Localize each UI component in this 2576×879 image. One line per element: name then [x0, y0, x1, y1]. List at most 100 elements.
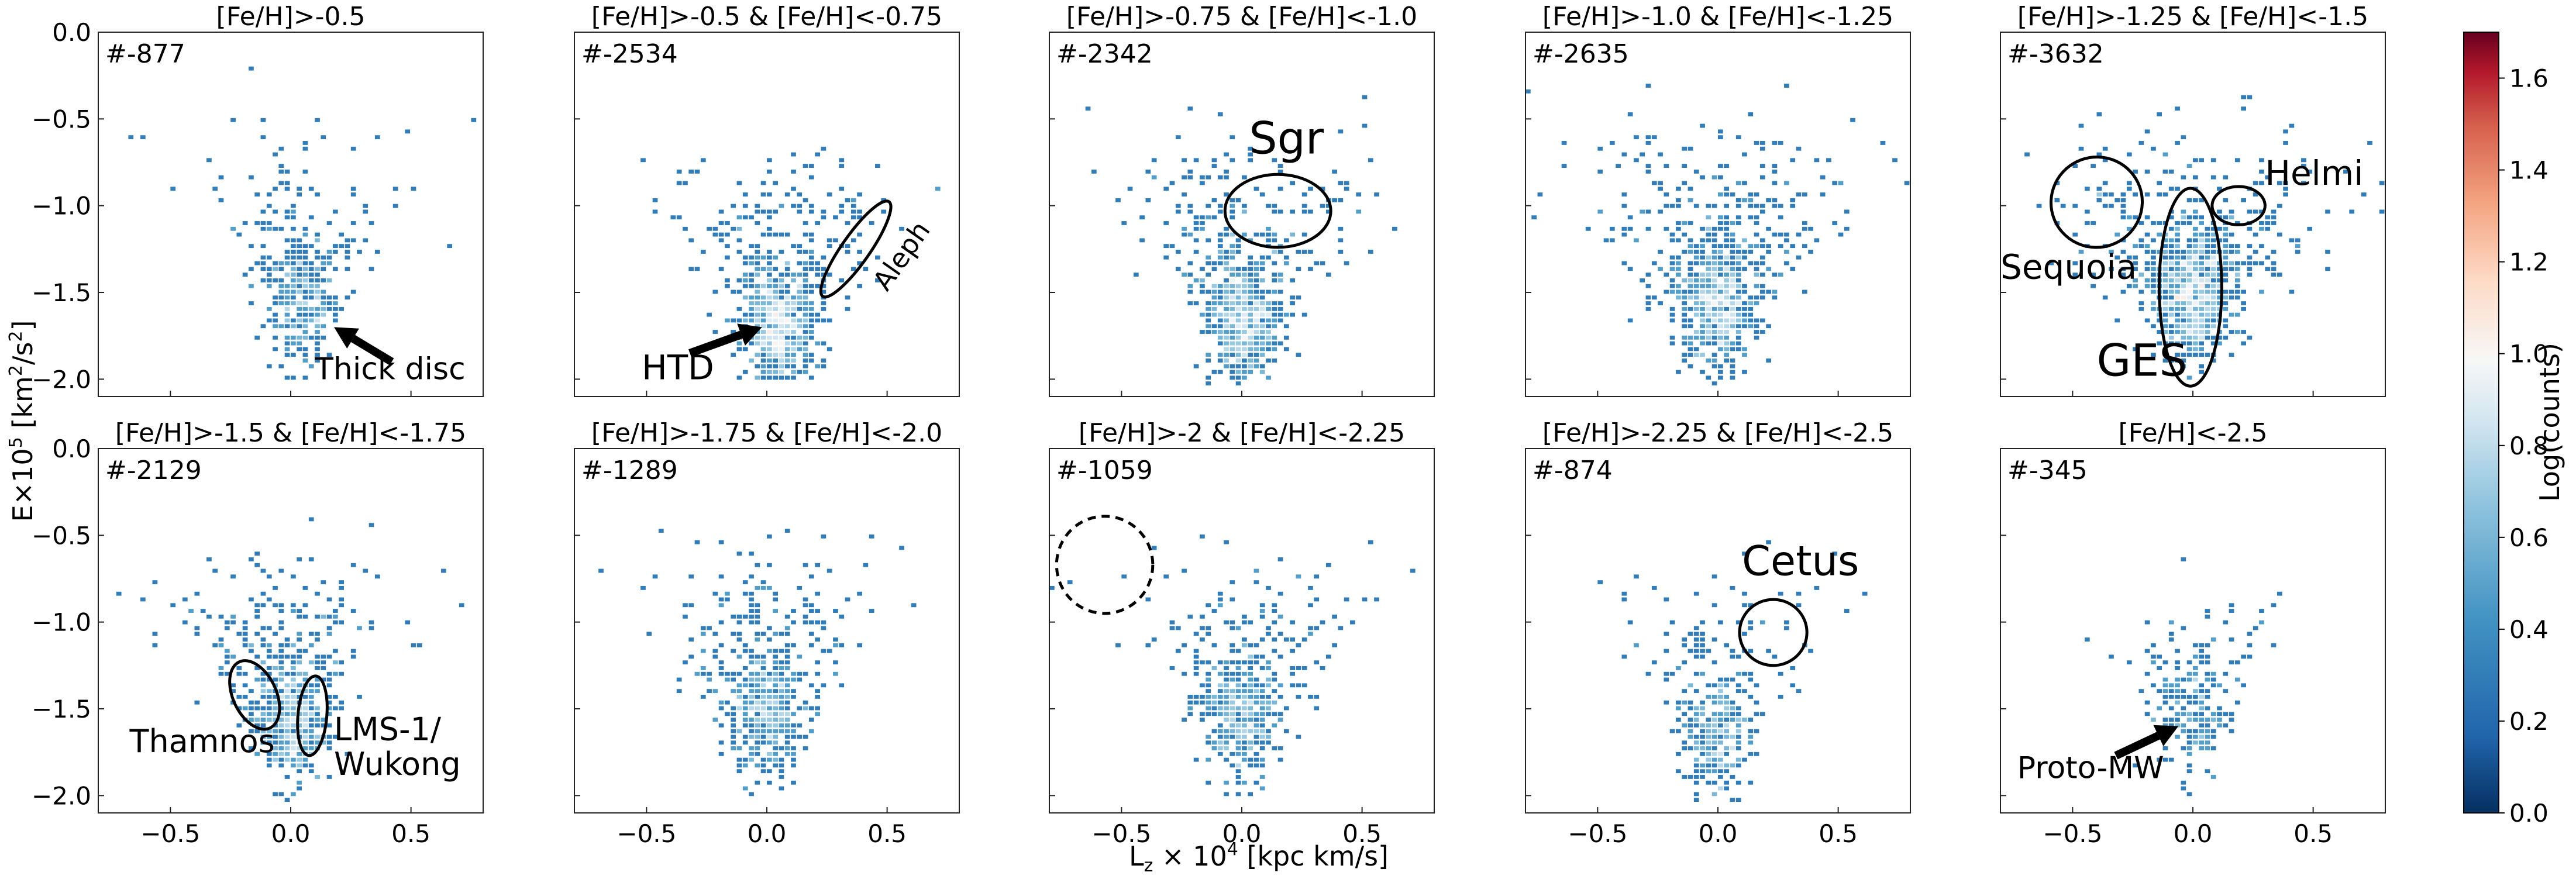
heatmap-cell [1676, 261, 1681, 266]
heatmap-cell [1664, 226, 1669, 231]
heatmap-cell [242, 221, 248, 225]
heatmap-cell [1718, 370, 1723, 374]
heatmap-cell [1700, 324, 1705, 329]
heatmap-cell [755, 603, 760, 608]
heatmap-cell [230, 654, 236, 659]
heatmap-cell [194, 626, 200, 630]
heatmap-cell [302, 232, 308, 237]
heatmap-cell [1308, 187, 1313, 191]
heatmap-cell [1711, 603, 1717, 608]
heatmap-cell [1693, 792, 1699, 797]
heatmap-cell [2247, 95, 2253, 99]
heatmap-cell [736, 683, 742, 688]
heatmap-cell [1645, 301, 1651, 305]
panel-6: [Fe/H]>-1.5 & [Fe/H]<-1.75#-21290.0−0.5−… [32, 418, 484, 848]
heatmap-cell [2223, 244, 2229, 249]
heatmap-cell [2205, 226, 2210, 231]
heatmap-cell [254, 551, 260, 556]
heatmap-cell [773, 677, 779, 682]
heatmap-cell [1796, 591, 1802, 596]
heatmap-cell [1235, 723, 1241, 728]
heatmap-cell [278, 706, 284, 711]
heatmap-cell [767, 637, 772, 642]
heatmap-cell [1561, 141, 1567, 145]
heatmap-cell [833, 660, 838, 665]
heatmap-cell [2247, 226, 2253, 231]
heatmap-cell [2186, 729, 2192, 733]
heatmap-cell [2210, 250, 2216, 254]
heatmap-cell [2247, 255, 2253, 260]
heatmap-cell [1711, 740, 1717, 745]
heatmap-cell [2199, 158, 2205, 163]
heatmap-cell [326, 683, 332, 688]
heatmap-cell [1235, 250, 1241, 254]
heatmap-cell [339, 306, 344, 311]
heatmap-cell [2205, 353, 2210, 357]
heatmap-cell [767, 780, 772, 785]
heatmap-cell [808, 375, 814, 380]
heatmap-cell [2205, 735, 2210, 739]
heatmap-cell [1790, 198, 1796, 202]
heatmap-cell [1711, 278, 1717, 282]
heatmap-cell [116, 591, 122, 596]
heatmap-cell [2205, 689, 2210, 694]
heatmap-cell [755, 324, 760, 329]
heatmap-cell [1242, 620, 1247, 625]
heatmap-cell [326, 740, 332, 745]
heatmap-cell [670, 215, 676, 220]
heatmap-cell [1230, 353, 1235, 357]
heatmap-cell [1374, 192, 1379, 197]
heatmap-cell [725, 591, 730, 596]
heatmap-cell [1242, 370, 1247, 374]
heatmap-cell [2151, 238, 2156, 243]
heatmap-cell [1211, 267, 1217, 271]
heatmap-cell [2247, 261, 2253, 266]
heatmap-cell [1724, 353, 1730, 357]
heatmap-cell [2229, 637, 2234, 642]
heatmap-cell [2186, 763, 2192, 768]
heatmap-cell [260, 712, 266, 716]
heatmap-cell [273, 752, 278, 756]
heatmap-cell [1211, 643, 1217, 647]
heatmap-cell [742, 347, 748, 351]
heatmap-cell [731, 712, 736, 716]
heatmap-cell [1248, 654, 1253, 659]
heatmap-cell [1248, 723, 1253, 728]
heatmap-cell [1778, 232, 1783, 237]
heatmap-cell [2205, 335, 2210, 340]
heatmap-cell [1561, 164, 1567, 168]
heatmap-cell [1724, 301, 1730, 305]
heatmap-cell [284, 740, 290, 745]
heatmap-cell [2205, 295, 2210, 300]
heatmap-cell [755, 677, 760, 682]
heatmap-cell [1742, 591, 1747, 596]
heatmap-cell [808, 718, 814, 722]
heatmap-cell [1748, 718, 1754, 722]
heatmap-cell [2210, 335, 2216, 340]
heatmap-cell [1730, 341, 1735, 346]
heatmap-cell [2162, 152, 2168, 157]
heatmap-cell [1296, 250, 1301, 254]
heatmap-cell [1235, 671, 1241, 676]
heatmap-cell [284, 757, 290, 762]
heatmap-cell [803, 324, 808, 329]
heatmap-cell [784, 267, 790, 271]
heatmap-cell [1217, 746, 1223, 750]
heatmap-cell [2217, 278, 2222, 282]
heatmap-cell [1742, 301, 1747, 305]
annotation-label: HTD [642, 347, 714, 387]
heatmap-cell [1248, 660, 1253, 665]
heatmap-cell [742, 723, 748, 728]
heatmap-cell [2186, 312, 2192, 317]
heatmap-cell [676, 215, 682, 220]
heatmap-cell [315, 712, 320, 716]
heatmap-cell [2072, 261, 2078, 266]
heatmap-cell [1206, 175, 1211, 180]
count-label: #-3632 [2007, 39, 2104, 69]
heatmap-cell [2181, 353, 2186, 357]
heatmap-cell [2193, 335, 2198, 340]
heatmap-cell [291, 700, 296, 705]
heatmap-cell [1272, 273, 1277, 277]
heatmap-cell [749, 551, 754, 556]
heatmap-cell [308, 267, 314, 271]
